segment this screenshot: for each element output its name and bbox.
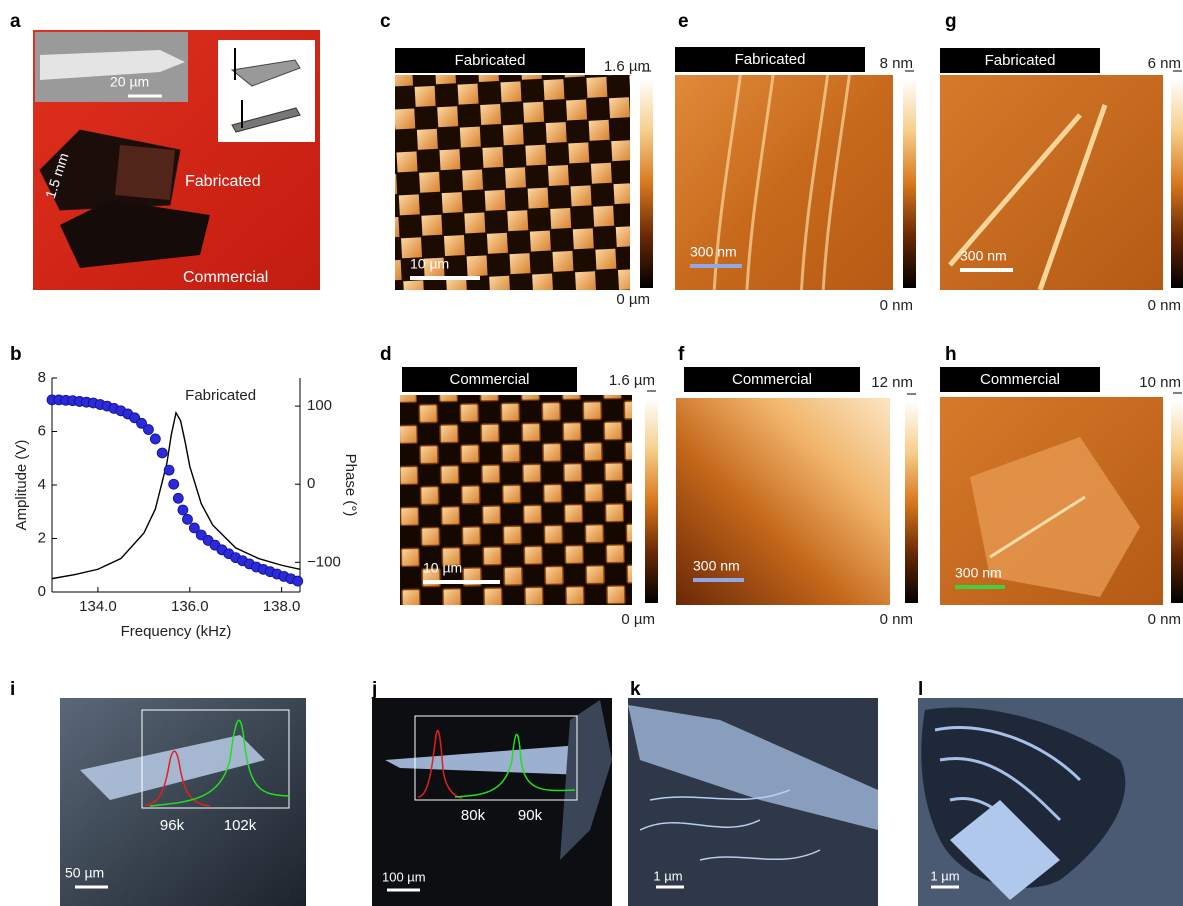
scale-label: 100 µm <box>382 869 426 884</box>
panel-label: c <box>380 11 391 32</box>
phase-point <box>150 434 160 444</box>
peak-label: 90k <box>518 807 543 824</box>
colorbar-min: 0 nm <box>880 297 913 314</box>
header: Commercial <box>980 371 1060 388</box>
panel-label: f <box>678 344 685 365</box>
colorbar <box>1171 78 1183 288</box>
panel-label: e <box>678 11 689 32</box>
colorbar-max: 12 nm <box>871 374 913 391</box>
header: Fabricated <box>985 52 1056 69</box>
colorbar-max: 10 nm <box>1139 374 1181 391</box>
phase-point <box>164 465 174 475</box>
colorbar-min: 0 µm <box>616 291 650 308</box>
scale-label: 10 µm <box>423 560 462 576</box>
scale-label: 300 nm <box>693 558 740 574</box>
peak-label: 102k <box>224 817 257 834</box>
panel-label: k <box>630 679 641 700</box>
phase-point <box>157 448 167 458</box>
scale-label: 300 nm <box>960 248 1007 264</box>
phase-point <box>169 479 179 489</box>
panel-label: b <box>10 344 22 365</box>
panel-label: j <box>371 679 377 700</box>
scale-label: 10 µm <box>410 256 449 272</box>
x-tick-label: 134.0 <box>79 598 117 615</box>
y-axis-label: Amplitude (V) <box>13 440 30 531</box>
panel-label: a <box>10 11 21 32</box>
y2-tick-label: −100 <box>307 553 341 570</box>
scale-label: 1 µm <box>653 868 682 883</box>
scale-label: 20 µm <box>110 74 149 90</box>
colorbar <box>645 398 658 603</box>
chip-pattern <box>115 145 175 200</box>
afm-image <box>676 398 890 605</box>
panel-label: i <box>10 679 15 700</box>
colorbar-min: 0 nm <box>1148 297 1181 314</box>
label: Fabricated <box>185 173 261 190</box>
scale-label: 50 µm <box>65 865 104 881</box>
colorbar-max: 6 nm <box>1148 55 1181 72</box>
y-tick-label: 2 <box>38 529 46 546</box>
phase-point <box>178 505 188 515</box>
colorbar <box>905 401 918 603</box>
header: Fabricated <box>455 52 526 69</box>
phase-point <box>182 514 192 524</box>
peak-label: 96k <box>160 817 185 834</box>
header: Commercial <box>449 371 529 388</box>
colorbar-min: 0 nm <box>880 611 913 628</box>
panel-label: d <box>380 344 392 365</box>
colorbar-max: 8 nm <box>880 55 913 72</box>
scale-label: 1 µm <box>930 868 959 883</box>
colorbar <box>903 78 916 288</box>
colorbar-max: 1.6 µm <box>604 58 650 75</box>
phase-point <box>173 493 183 503</box>
colorbar <box>640 78 653 288</box>
peak-label: 80k <box>461 807 486 824</box>
colorbar-min: 0 nm <box>1148 611 1181 628</box>
figure: a 20 µm 1.5 mm Fabricated Commercial b 0… <box>0 0 1183 906</box>
phase-point <box>293 576 303 586</box>
panel-label: h <box>945 344 957 365</box>
panel-label: g <box>945 11 957 32</box>
x-axis-label: Frequency (kHz) <box>121 623 232 640</box>
phase-point <box>143 425 153 435</box>
panel-label: l <box>918 679 923 700</box>
y2-tick-label: 100 <box>307 397 332 414</box>
scale-label: 300 nm <box>955 565 1002 581</box>
header: Fabricated <box>735 51 806 68</box>
y2-axis-label: Phase (°) <box>342 454 359 517</box>
y-tick-label: 0 <box>38 583 46 600</box>
afm-panels: c Fabricated 1.6 µm 0 µm 10 µm d Commercial 1.6… <box>380 11 1183 628</box>
x-tick-label: 136.0 <box>171 598 209 615</box>
scale-label: 300 nm <box>690 244 737 260</box>
colorbar-max: 1.6 µm <box>609 372 655 389</box>
header: Commercial <box>732 371 812 388</box>
label: Commercial <box>183 269 268 286</box>
x-tick-label: 138.0 <box>263 598 301 615</box>
annotation: Fabricated <box>185 387 256 404</box>
y-tick-label: 6 <box>38 422 46 439</box>
y2-tick-label: 0 <box>307 475 315 492</box>
colorbar <box>1171 400 1183 603</box>
chart: 0 2 4 6 8 100 0 −100 134.0 136.0 138.0 Frequency (k… <box>13 369 359 640</box>
y-tick-label: 8 <box>38 369 46 386</box>
y-tick-label: 4 <box>38 476 46 493</box>
colorbar-min: 0 µm <box>621 611 655 628</box>
